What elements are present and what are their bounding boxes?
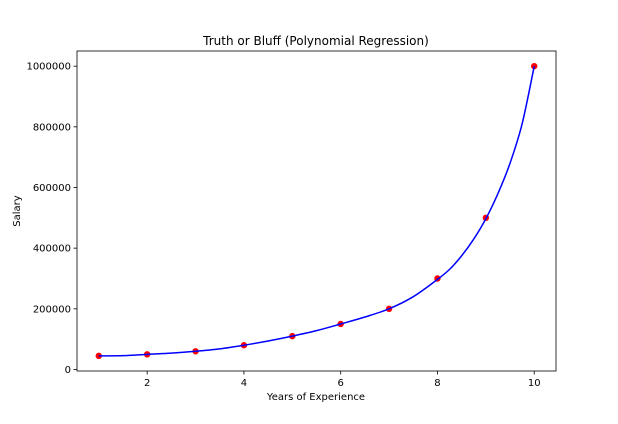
x-axis: 2 4 6 8 10	[144, 371, 541, 389]
x-axis-label: Years of Experience	[266, 392, 365, 403]
x-tick-label: 6	[338, 378, 344, 389]
y-tick-label: 400000	[33, 244, 71, 255]
y-tick-label: 200000	[33, 304, 71, 315]
x-tick-label: 4	[241, 378, 247, 389]
plot-area	[95, 62, 538, 360]
x-tick-label: 10	[528, 378, 541, 389]
x-tick-label: 2	[144, 378, 150, 389]
scatter-point	[531, 62, 538, 70]
y-tick-label: 800000	[33, 122, 71, 133]
y-tick-label: 600000	[33, 183, 71, 194]
y-tick-label: 0	[65, 365, 71, 376]
y-tick-label: 1000000	[26, 62, 71, 73]
y-axis-label: Salary	[12, 195, 23, 226]
x-tick-label: 8	[434, 378, 440, 389]
regression-line	[98, 66, 535, 357]
plot-frame	[76, 50, 557, 372]
chart-title: Truth or Bluff (Polynomial Regression)	[202, 34, 429, 48]
y-axis: 0 200000 400000 600000 800000 1000000	[26, 62, 77, 376]
